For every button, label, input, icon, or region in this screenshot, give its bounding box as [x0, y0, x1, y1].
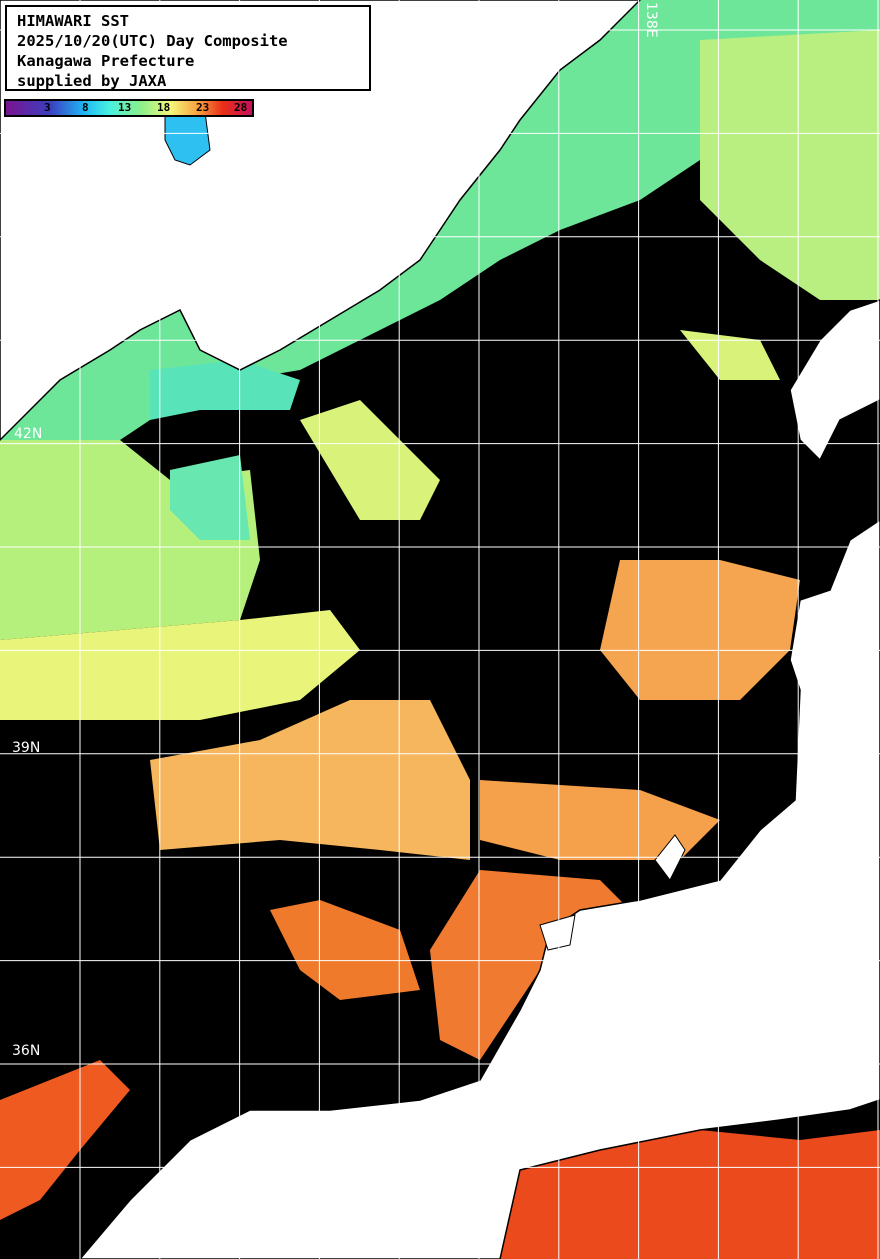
colorbar-tick: 8 — [82, 101, 89, 114]
colorbar-tick: 3 — [44, 101, 51, 114]
sst-cyan-patch-2 — [170, 455, 250, 540]
sst-orange-central — [150, 700, 470, 860]
land-honshu — [79, 519, 880, 1259]
title-line-3: Kanagawa Prefecture — [17, 52, 195, 70]
colorbar-tick: 18 — [157, 101, 171, 114]
title-box: HIMAWARI SST 2025/10/20(UTC) Day Composi… — [5, 5, 371, 91]
lat-label-36n: 36N — [12, 1043, 41, 1059]
lat-label-42n: 42N — [14, 426, 43, 442]
sst-orange-scatter — [270, 900, 420, 1000]
sst-red-sw — [0, 1060, 130, 1220]
lon-label-138e: 138E — [643, 2, 659, 38]
color-bar-legend: 3 8 13 18 23 28 — [4, 99, 254, 117]
sst-red-pacific — [500, 1130, 880, 1259]
colorbar-tick: 13 — [118, 101, 132, 114]
title-line-4: supplied by JAXA — [17, 72, 167, 90]
colorbar-tick: 28 — [234, 101, 248, 114]
sst-cyan-patch — [150, 360, 300, 420]
sst-yellow-band-2 — [680, 330, 780, 380]
title-line-1: HIMAWARI SST — [17, 12, 129, 30]
sst-yellow-central — [0, 610, 360, 720]
lat-label-39n: 39N — [12, 740, 41, 756]
sst-yellow-band-1 — [300, 400, 440, 520]
sst-orange-mid — [480, 780, 720, 860]
sst-orange-east — [600, 560, 800, 700]
land-noto — [539, 914, 576, 951]
sst-lightgreen-ne — [700, 30, 880, 300]
title-line-2: 2025/10/20(UTC) Day Composite — [17, 32, 288, 50]
colorbar-tick: 23 — [196, 101, 210, 114]
